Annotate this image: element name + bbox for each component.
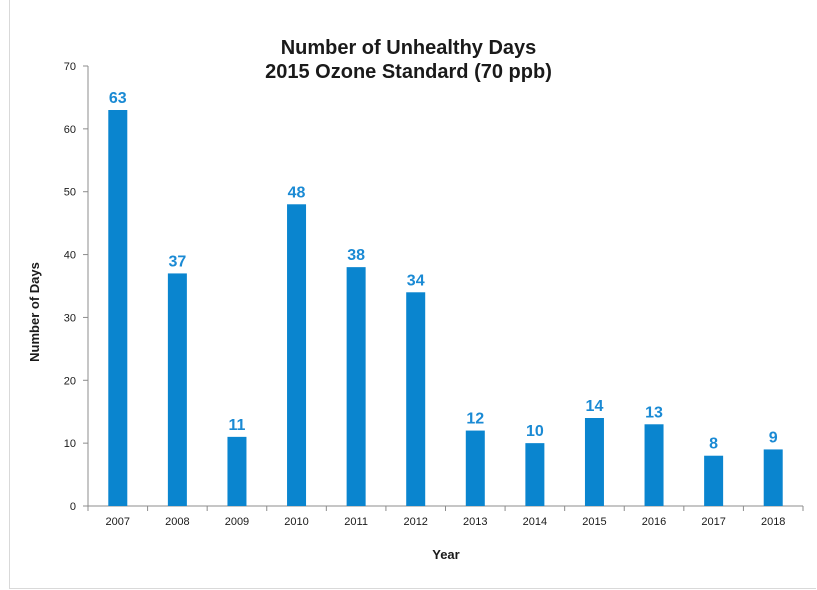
data-label: 12 — [466, 411, 484, 428]
chart-title-line2: 2015 Ozone Standard (70 ppb) — [265, 61, 552, 83]
y-axis: 0 10 20 30 40 50 60 70 — [64, 61, 89, 513]
y-tick-label: 40 — [64, 250, 76, 262]
bar — [406, 292, 426, 506]
y-tick-label: 50 — [64, 187, 76, 199]
data-label: 37 — [168, 253, 186, 270]
data-label: 14 — [586, 398, 604, 415]
y-tick-label: 10 — [64, 438, 76, 450]
data-label: 34 — [407, 272, 425, 289]
bar — [108, 110, 128, 506]
data-label: 48 — [288, 184, 306, 201]
bar — [227, 436, 247, 506]
x-tick-label: 2009 — [225, 516, 249, 528]
y-axis-label: Number of Days — [27, 262, 42, 362]
chart-title-line1: Number of Unhealthy Days — [280, 37, 537, 59]
data-label: 9 — [769, 429, 778, 446]
bar — [525, 443, 545, 506]
data-label: 13 — [645, 404, 663, 421]
bar — [346, 267, 366, 506]
bars — [108, 110, 783, 507]
data-label: 63 — [109, 90, 127, 107]
bar — [584, 418, 604, 506]
data-label: 10 — [526, 423, 544, 440]
y-tick-label: 30 — [64, 312, 76, 324]
y-tick-label: 0 — [70, 501, 76, 513]
data-label: 8 — [709, 436, 718, 453]
data-label: 11 — [228, 417, 245, 434]
x-tick-label: 2017 — [701, 516, 725, 528]
bar — [287, 204, 307, 507]
chart-title: Number of Unhealthy Days 2015 Ozone Stan… — [0, 36, 817, 84]
x-tick-label: 2012 — [403, 516, 427, 528]
x-tick-label: 2008 — [165, 516, 189, 528]
bar — [167, 273, 187, 506]
x-tick-label: 2013 — [463, 516, 487, 528]
y-tick-label: 70 — [64, 61, 76, 73]
bar — [704, 455, 724, 506]
x-axis-label: Year — [432, 547, 459, 562]
bar — [763, 449, 783, 506]
bar — [644, 424, 664, 506]
x-tick-label: 2010 — [284, 516, 308, 528]
x-tick-label: 2015 — [582, 516, 606, 528]
x-tick-label: 2016 — [642, 516, 666, 528]
y-tick-label: 60 — [64, 124, 76, 136]
x-tick-label: 2011 — [344, 516, 368, 528]
x-tick-label: 2014 — [523, 516, 547, 528]
x-tick-label: 2018 — [761, 516, 785, 528]
data-label: 38 — [347, 247, 365, 264]
data-labels: 63 37 11 48 38 34 12 10 14 13 8 9 — [109, 90, 778, 453]
y-tick-label: 20 — [64, 375, 76, 387]
x-tick-label: 2007 — [106, 516, 130, 528]
x-axis: 2007 2008 2009 2010 2011 2012 2013 2014 2015 2016… — [87, 505, 804, 528]
bar — [465, 430, 485, 506]
